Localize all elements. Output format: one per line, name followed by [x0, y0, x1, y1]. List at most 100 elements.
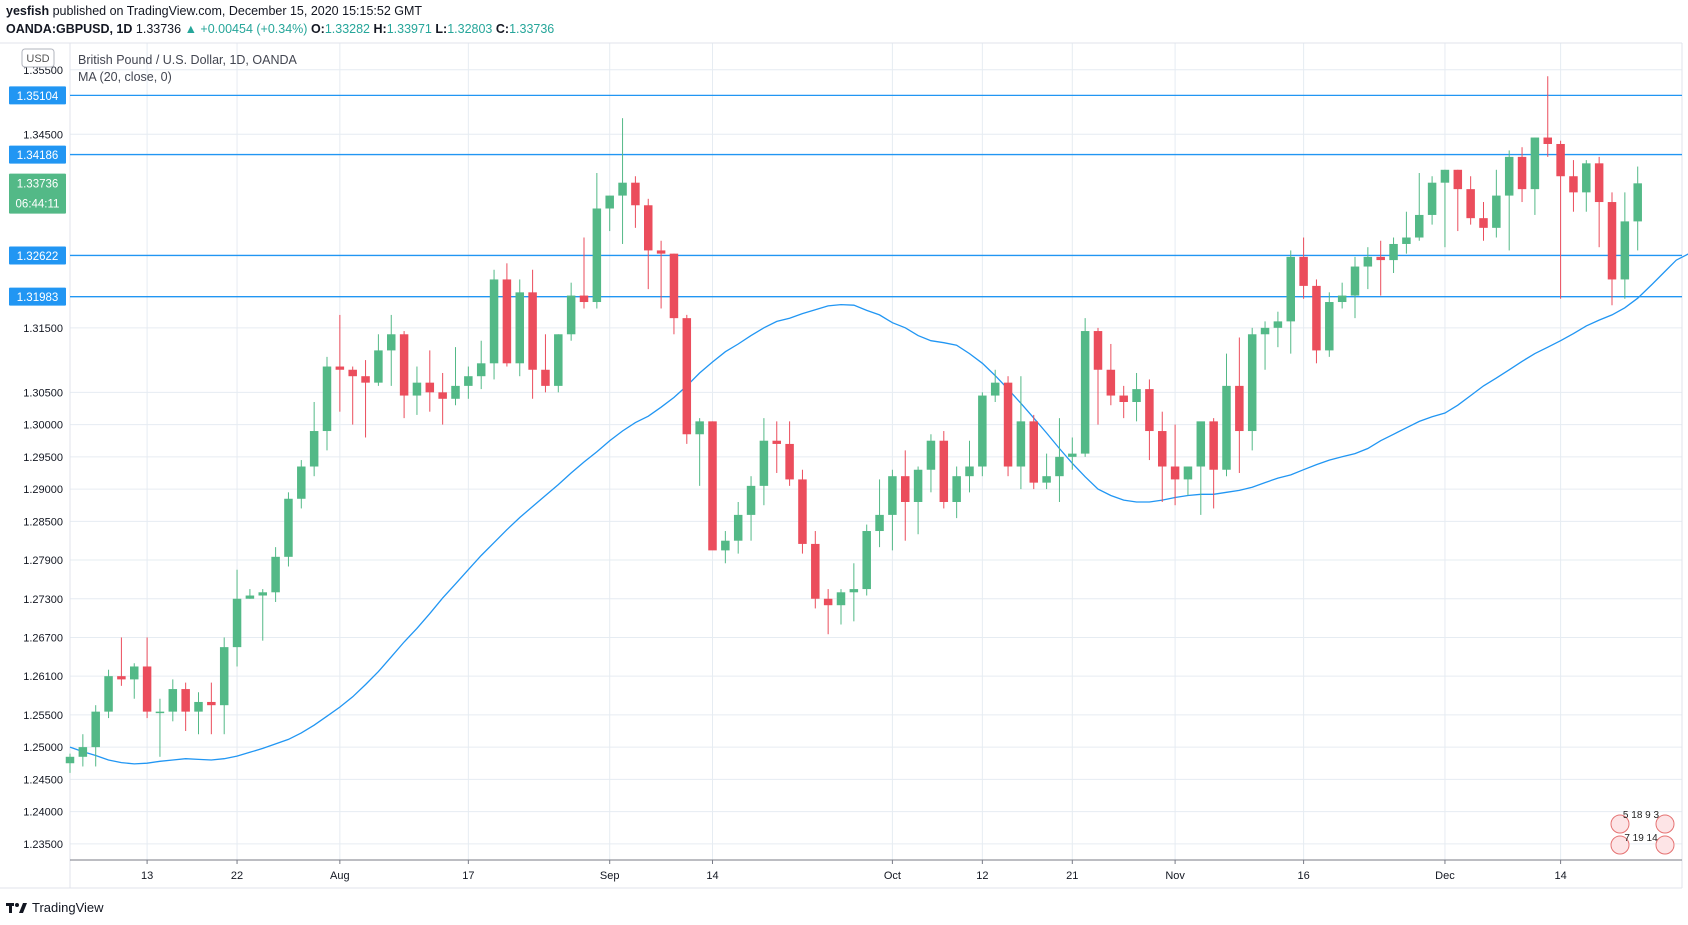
candle-up[interactable]: [926, 434, 936, 493]
candle-down[interactable]: [682, 314, 692, 444]
y-tick-label[interactable]: 1.34500: [23, 129, 63, 141]
candle-down[interactable]: [1209, 418, 1218, 509]
candle-up[interactable]: [515, 279, 525, 377]
candle-up[interactable]: [489, 269, 499, 380]
candle-up[interactable]: [104, 669, 113, 719]
candle-up[interactable]: [130, 663, 139, 699]
candle-down[interactable]: [579, 237, 589, 309]
x-tick-label[interactable]: Oct: [884, 870, 901, 882]
candle-up[interactable]: [849, 563, 859, 622]
y-tick-label[interactable]: 1.24000: [23, 807, 63, 819]
x-tick-label[interactable]: Dec: [1435, 870, 1455, 882]
candle-up[interactable]: [554, 334, 563, 393]
candle-up[interactable]: [1337, 282, 1347, 309]
candle-down[interactable]: [1376, 240, 1385, 296]
x-tick-label[interactable]: 13: [141, 870, 153, 882]
horizontal-lines[interactable]: [70, 94, 1682, 298]
candle-up[interactable]: [387, 314, 396, 386]
candle-down[interactable]: [901, 450, 910, 541]
candle-down[interactable]: [1312, 279, 1321, 364]
candle-up[interactable]: [412, 366, 422, 415]
y-tick-label[interactable]: 1.28500: [23, 516, 63, 528]
y-tick-label[interactable]: 1.26700: [23, 632, 63, 644]
candle-up[interactable]: [1402, 211, 1411, 254]
x-tick-label[interactable]: 17: [462, 870, 474, 882]
candle-up[interactable]: [1504, 150, 1514, 251]
candle-up[interactable]: [695, 418, 704, 486]
candle-down[interactable]: [181, 682, 190, 731]
candle-down[interactable]: [1106, 343, 1116, 406]
candle-up[interactable]: [258, 589, 268, 641]
candle-up[interactable]: [476, 340, 486, 390]
y-tick-label[interactable]: 1.24500: [23, 774, 63, 786]
candle-up[interactable]: [91, 705, 100, 767]
candle-down[interactable]: [541, 334, 550, 393]
candle-up[interactable]: [1363, 247, 1373, 290]
candle-up[interactable]: [1183, 466, 1193, 496]
candle-up[interactable]: [566, 282, 576, 341]
candle-up[interactable]: [65, 753, 75, 773]
candle-down[interactable]: [823, 589, 833, 635]
y-tick-label[interactable]: 1.23500: [23, 839, 63, 851]
candle-down[interactable]: [1543, 76, 1553, 157]
candle-up[interactable]: [1415, 173, 1424, 241]
candle-up[interactable]: [1530, 137, 1540, 215]
candle-down[interactable]: [425, 350, 435, 412]
candle-down[interactable]: [772, 421, 782, 473]
candle-down[interactable]: [1093, 327, 1103, 425]
x-tick-label[interactable]: Nov: [1165, 870, 1185, 882]
candle-up[interactable]: [1260, 321, 1270, 370]
candle-down[interactable]: [939, 431, 949, 509]
candle-down[interactable]: [361, 360, 370, 438]
candle-up[interactable]: [297, 460, 306, 509]
candle-up[interactable]: [605, 195, 614, 232]
x-tick-label[interactable]: 12: [976, 870, 988, 882]
candle-up[interactable]: [271, 547, 280, 602]
candle-down[interactable]: [1517, 147, 1527, 203]
candle-up[interactable]: [875, 479, 884, 548]
candle-up[interactable]: [1247, 327, 1257, 451]
candle-down[interactable]: [1003, 376, 1013, 477]
candle-up[interactable]: [1350, 256, 1360, 319]
candle-down[interactable]: [207, 682, 216, 735]
candle-down[interactable]: [811, 531, 820, 609]
candle-up[interactable]: [1273, 311, 1283, 348]
candle-up[interactable]: [1620, 192, 1630, 299]
candle-down[interactable]: [785, 421, 794, 486]
candle-up[interactable]: [965, 440, 974, 493]
candle-down[interactable]: [1607, 192, 1617, 306]
candle-up[interactable]: [194, 692, 203, 735]
y-tick-label[interactable]: 1.29000: [23, 484, 63, 496]
candle-up[interactable]: [990, 369, 1000, 403]
candle-up[interactable]: [1492, 169, 1501, 238]
candle-up[interactable]: [862, 524, 871, 596]
candle-up[interactable]: [618, 118, 627, 244]
candle-up[interactable]: [1389, 237, 1398, 273]
candle-up[interactable]: [1196, 421, 1206, 515]
price-axis[interactable]: 1.35500 1.34500 1.31500 1.30500 1.30000 1.295…: [23, 65, 63, 851]
currency-badge[interactable]: [21, 48, 55, 68]
candle-up[interactable]: [952, 466, 961, 519]
candle-down[interactable]: [399, 331, 409, 419]
candle-down[interactable]: [798, 469, 807, 554]
candle-up[interactable]: [168, 679, 178, 722]
candle-up[interactable]: [1427, 176, 1437, 225]
candle-down[interactable]: [631, 176, 640, 228]
y-tick-label[interactable]: 1.29500: [23, 452, 63, 464]
candle-down[interactable]: [644, 198, 653, 290]
candle-down[interactable]: [1119, 385, 1128, 419]
candle-down[interactable]: [1029, 414, 1039, 490]
candle-down[interactable]: [656, 240, 666, 309]
y-tick-label[interactable]: 1.35500: [23, 65, 63, 77]
candle-down[interactable]: [1466, 176, 1475, 225]
candle-down[interactable]: [1170, 424, 1180, 506]
candle-up[interactable]: [913, 466, 923, 535]
candle-up[interactable]: [888, 469, 897, 551]
candle-up[interactable]: [1055, 418, 1064, 502]
candle-down[interactable]: [1158, 411, 1167, 502]
y-tick-label[interactable]: 1.27300: [23, 594, 63, 606]
candle-up[interactable]: [309, 402, 319, 477]
candle-up[interactable]: [836, 589, 846, 625]
candle-up[interactable]: [451, 347, 460, 406]
